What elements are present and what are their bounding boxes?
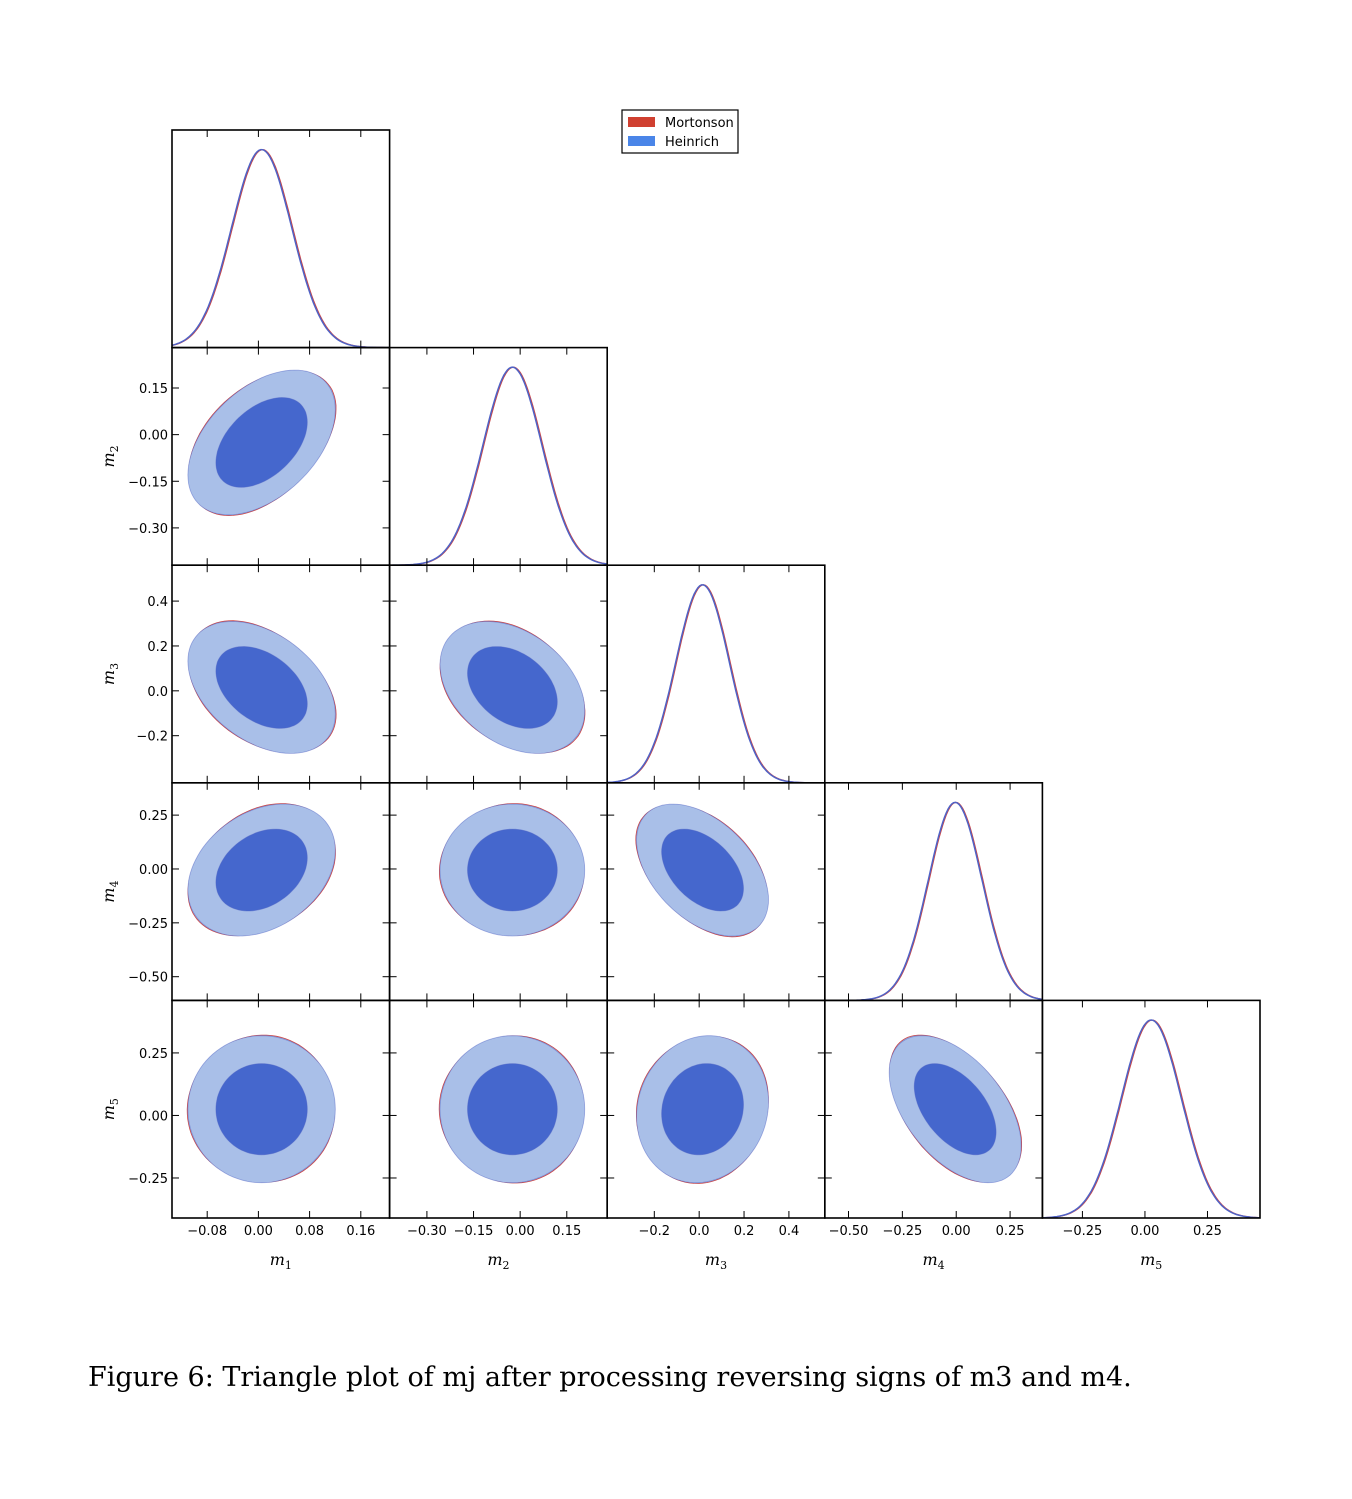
x-tick-label-m3: 0.4 — [779, 1224, 800, 1239]
y-tick-label-m3: 0.2 — [147, 640, 168, 655]
x-tick-label-m5: 0.25 — [1193, 1224, 1222, 1239]
marginal-panel-m1 — [172, 148, 390, 348]
x-axis-label-m4: m4 — [923, 1250, 945, 1272]
y-axis-label-m4: m4 — [99, 881, 121, 903]
x-axis-label-m2: m2 — [487, 1250, 509, 1272]
legend: Mortonson Heinrich — [621, 109, 739, 154]
x-tick-label-m4: 0.25 — [996, 1224, 1025, 1239]
x-tick-label-m3: 0.2 — [734, 1224, 755, 1239]
x-tick-label-m1: −0.08 — [187, 1224, 227, 1239]
contour-heinrich-68 — [467, 646, 558, 729]
y-tick-label-m5: 0.25 — [139, 1047, 168, 1062]
y-tick-label-m2: 0.00 — [139, 429, 168, 444]
y-tick-label-m4: −0.50 — [128, 971, 168, 986]
panel-frame-4-4 — [1041, 999, 1261, 1219]
y-tick-label-m4: 0.25 — [139, 809, 168, 824]
x-tick-label-m5: −0.25 — [1062, 1224, 1102, 1239]
y-tick-label-m3: −0.2 — [136, 730, 168, 745]
contour-heinrich-68 — [661, 828, 744, 912]
contour-panel-m3-m5 — [636, 1035, 769, 1184]
marginal-panel-m4 — [824, 801, 1043, 1001]
marginal-curve-heinrich — [1042, 1019, 1260, 1219]
x-axis-label-m5: m5 — [1140, 1250, 1162, 1272]
y-axis-label-m5: m5 — [99, 1098, 121, 1120]
y-tick-label-m2: 0.15 — [139, 382, 168, 397]
x-axis-label-m3: m3 — [705, 1250, 727, 1272]
legend-label-heinrich: Heinrich — [665, 135, 719, 150]
panel-frame-1-1 — [388, 346, 609, 567]
x-tick-label-m4: −0.25 — [882, 1224, 922, 1239]
y-tick-label-m2: −0.15 — [128, 475, 168, 490]
x-tick-label-m1: 0.16 — [346, 1224, 375, 1239]
legend-swatch-mortonson — [628, 117, 655, 127]
contour-panel-m4-m5 — [888, 1034, 1022, 1184]
contour-heinrich-68 — [215, 828, 308, 912]
x-axis-label-m1: m1 — [270, 1250, 292, 1272]
contour-panel-m3-m4 — [635, 803, 769, 938]
marginal-curve-mortonson — [607, 584, 825, 783]
contour-heinrich-68 — [467, 828, 558, 912]
contour-panel-m1-m4 — [187, 803, 336, 937]
contour-panel-m2-m3 — [439, 620, 586, 754]
x-tick-label-m3: 0.0 — [689, 1224, 710, 1239]
legend-label-mortonson: Mortonson — [665, 116, 734, 131]
marginal-curve-heinrich — [172, 148, 390, 348]
contour-panel-m2-m4 — [438, 803, 586, 937]
x-tick-label-m2: 0.15 — [552, 1224, 581, 1239]
marginal-panel-m5 — [1042, 1019, 1261, 1219]
x-tick-label-m5: 0.00 — [1130, 1224, 1159, 1239]
legend-swatch-heinrich — [628, 136, 655, 146]
panel-frame-3-3 — [823, 781, 1044, 1002]
marginal-panel-m2 — [389, 366, 608, 566]
x-tick-label-m2: −0.15 — [454, 1224, 494, 1239]
contour-heinrich-68 — [661, 1063, 744, 1156]
x-tick-label-m2: −0.30 — [407, 1224, 447, 1239]
y-tick-label-m2: −0.30 — [128, 522, 168, 537]
y-tick-label-m3: 0.0 — [147, 685, 168, 700]
marginal-curve-mortonson — [824, 801, 1043, 1001]
marginal-curve-mortonson — [172, 148, 390, 348]
x-tick-label-m3: −0.2 — [639, 1224, 671, 1239]
contour-panel-m1-m2 — [187, 369, 337, 517]
contour-heinrich-68 — [467, 1063, 558, 1156]
x-tick-label-m2: 0.00 — [506, 1224, 535, 1239]
contour-heinrich-68 — [215, 646, 308, 729]
x-tick-label-m1: 0.00 — [244, 1224, 273, 1239]
x-tick-label-m4: −0.50 — [829, 1224, 869, 1239]
contour-heinrich-68 — [215, 1063, 308, 1156]
x-tick-label-m4: 0.00 — [942, 1224, 971, 1239]
y-axis-label-m3: m3 — [99, 663, 121, 685]
contour-panel-m1-m5 — [186, 1034, 336, 1184]
marginal-curve-mortonson — [389, 366, 608, 566]
contour-heinrich-68 — [215, 397, 308, 488]
y-tick-label-m5: −0.25 — [128, 1172, 168, 1187]
y-tick-label-m5: 0.00 — [139, 1109, 168, 1124]
marginal-curve-heinrich — [607, 584, 825, 783]
y-axis-label-m2: m2 — [99, 445, 121, 467]
x-tick-label-m1: 0.08 — [295, 1224, 324, 1239]
marginal-curve-heinrich — [824, 801, 1043, 1001]
marginal-curve-mortonson — [1042, 1019, 1261, 1219]
marginal-panel-m3 — [607, 584, 825, 783]
y-tick-label-m4: 0.00 — [139, 863, 168, 878]
panel-frame-2-2 — [606, 564, 826, 784]
y-tick-label-m4: −0.25 — [128, 917, 168, 932]
marginal-curve-heinrich — [389, 366, 608, 566]
contour-heinrich-68 — [913, 1063, 997, 1156]
contour-panel-m2-m5 — [438, 1035, 586, 1184]
figure-caption: Figure 6: Triangle plot of mj after proc… — [88, 1362, 1132, 1393]
y-tick-label-m3: 0.4 — [147, 595, 168, 610]
contour-panel-m1-m3 — [187, 620, 337, 754]
